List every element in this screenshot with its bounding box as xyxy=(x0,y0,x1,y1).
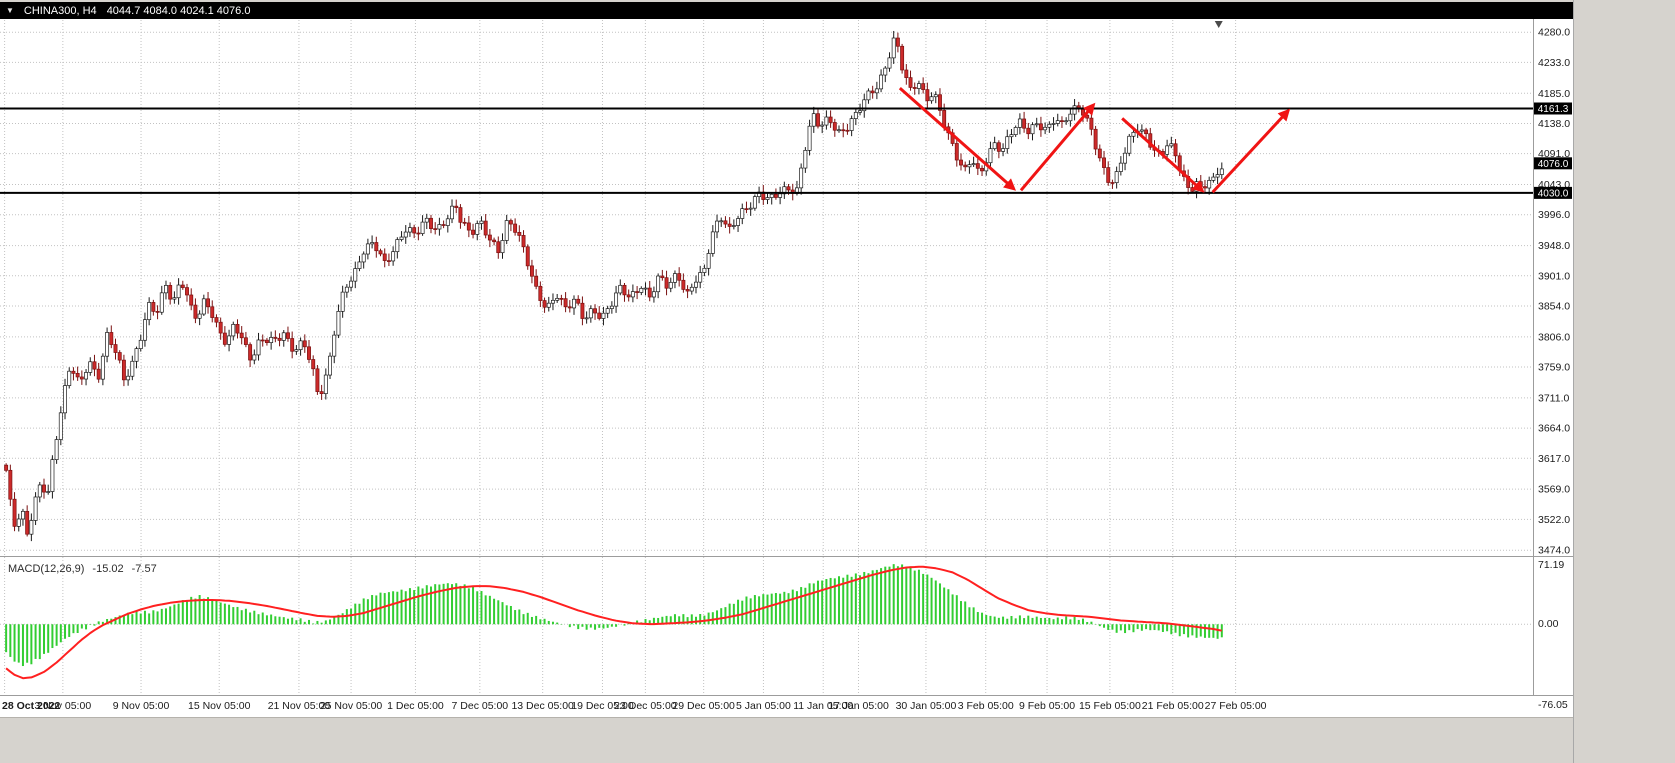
svg-text:3569.0: 3569.0 xyxy=(1538,484,1570,496)
svg-text:3 Nov 05:00: 3 Nov 05:00 xyxy=(35,700,92,712)
macd-main-value: -15.02 xyxy=(92,563,123,575)
macd-axis[interactable]: 71.19 0.00 -76.05 xyxy=(1538,559,1568,711)
terminal-background-right xyxy=(1573,0,1675,763)
svg-text:17 Jan 05:00: 17 Jan 05:00 xyxy=(828,700,889,712)
svg-text:3522.0: 3522.0 xyxy=(1538,514,1570,526)
svg-text:1 Dec 05:00: 1 Dec 05:00 xyxy=(387,700,444,712)
svg-text:29 Dec 05:00: 29 Dec 05:00 xyxy=(672,700,735,712)
macd-histogram xyxy=(5,564,1223,667)
svg-text:15 Nov 05:00: 15 Nov 05:00 xyxy=(188,700,251,712)
macd-name: MACD(12,26,9) xyxy=(8,563,84,575)
chart-title-bar: ▼ CHINA300, H4 4044.7 4084.0 4024.1 4076… xyxy=(0,2,1573,19)
chart-render-root: 4280.04233.04185.04138.04091.04043.03996… xyxy=(0,19,1573,712)
terminal-background-bottom xyxy=(0,717,1573,763)
pane-separators xyxy=(0,19,1573,696)
svg-text:3 Feb 05:00: 3 Feb 05:00 xyxy=(958,700,1014,712)
svg-text:21 Nov 05:00: 21 Nov 05:00 xyxy=(268,700,331,712)
trend-arrows[interactable] xyxy=(898,87,1291,194)
svg-text:27 Feb 05:00: 27 Feb 05:00 xyxy=(1205,700,1267,712)
svg-text:4233.0: 4233.0 xyxy=(1538,57,1570,69)
svg-text:3806.0: 3806.0 xyxy=(1538,331,1570,343)
svg-text:3996.0: 3996.0 xyxy=(1538,209,1570,221)
svg-text:3617.0: 3617.0 xyxy=(1538,453,1570,465)
svg-text:30 Jan 05:00: 30 Jan 05:00 xyxy=(896,700,957,712)
macd-indicator-label: MACD(12,26,9) -15.02 -7.57 xyxy=(8,563,157,575)
grid-lines xyxy=(0,20,1533,695)
symbol-dropdown-icon[interactable]: ▼ xyxy=(6,6,14,15)
svg-text:7 Dec 05:00: 7 Dec 05:00 xyxy=(452,700,509,712)
svg-text:4280.0: 4280.0 xyxy=(1538,27,1570,39)
svg-text:21 Feb 05:00: 21 Feb 05:00 xyxy=(1142,700,1204,712)
svg-text:4030.0: 4030.0 xyxy=(1538,188,1569,199)
candlestick-series xyxy=(4,30,1224,542)
svg-text:3474.0: 3474.0 xyxy=(1538,545,1570,557)
svg-text:13 Dec 05:00: 13 Dec 05:00 xyxy=(511,700,574,712)
svg-text:25 Nov 05:00: 25 Nov 05:00 xyxy=(320,700,383,712)
svg-text:0.00: 0.00 xyxy=(1538,618,1559,630)
price-axis[interactable]: 4280.04233.04185.04138.04091.04043.03996… xyxy=(1534,27,1572,557)
svg-text:3759.0: 3759.0 xyxy=(1538,362,1570,374)
svg-text:4091.0: 4091.0 xyxy=(1538,148,1570,160)
ohlc-values: 4044.7 4084.0 4024.1 4076.0 xyxy=(106,4,251,17)
svg-text:71.19: 71.19 xyxy=(1538,559,1564,571)
svg-text:4161.3: 4161.3 xyxy=(1538,104,1569,115)
svg-text:3664.0: 3664.0 xyxy=(1538,423,1570,435)
svg-text:19 Dec 05:00: 19 Dec 05:00 xyxy=(571,700,634,712)
symbol-timeframe-label: CHINA300, H4 xyxy=(23,4,97,17)
svg-text:4138.0: 4138.0 xyxy=(1538,118,1570,130)
svg-text:23 Dec 05:00: 23 Dec 05:00 xyxy=(614,700,677,712)
chart-shift-marker[interactable] xyxy=(1214,21,1223,28)
svg-text:15 Feb 05:00: 15 Feb 05:00 xyxy=(1079,700,1141,712)
svg-text:3901.0: 3901.0 xyxy=(1538,270,1570,282)
chart-canvas[interactable]: 4280.04233.04185.04138.04091.04043.03996… xyxy=(0,19,1573,717)
svg-text:3854.0: 3854.0 xyxy=(1538,300,1570,312)
svg-text:28 Oct 2022: 28 Oct 2022 xyxy=(2,700,61,712)
svg-text:-76.05: -76.05 xyxy=(1538,699,1568,711)
svg-text:9 Nov 05:00: 9 Nov 05:00 xyxy=(113,700,170,712)
svg-text:3711.0: 3711.0 xyxy=(1538,392,1569,404)
svg-text:5 Jan 05:00: 5 Jan 05:00 xyxy=(736,700,791,712)
svg-text:9 Feb 05:00: 9 Feb 05:00 xyxy=(1019,700,1075,712)
macd-signal-line xyxy=(5,565,1222,680)
macd-signal-value: -7.57 xyxy=(132,563,157,575)
horizontal-level-lines[interactable] xyxy=(0,107,1533,194)
svg-text:3948.0: 3948.0 xyxy=(1538,240,1570,252)
chart-window: ▼ CHINA300, H4 4044.7 4084.0 4024.1 4076… xyxy=(0,2,1573,717)
svg-text:4185.0: 4185.0 xyxy=(1538,88,1570,100)
svg-text:11 Jan 05:00: 11 Jan 05:00 xyxy=(793,700,853,712)
svg-text:4076.0: 4076.0 xyxy=(1538,159,1569,170)
